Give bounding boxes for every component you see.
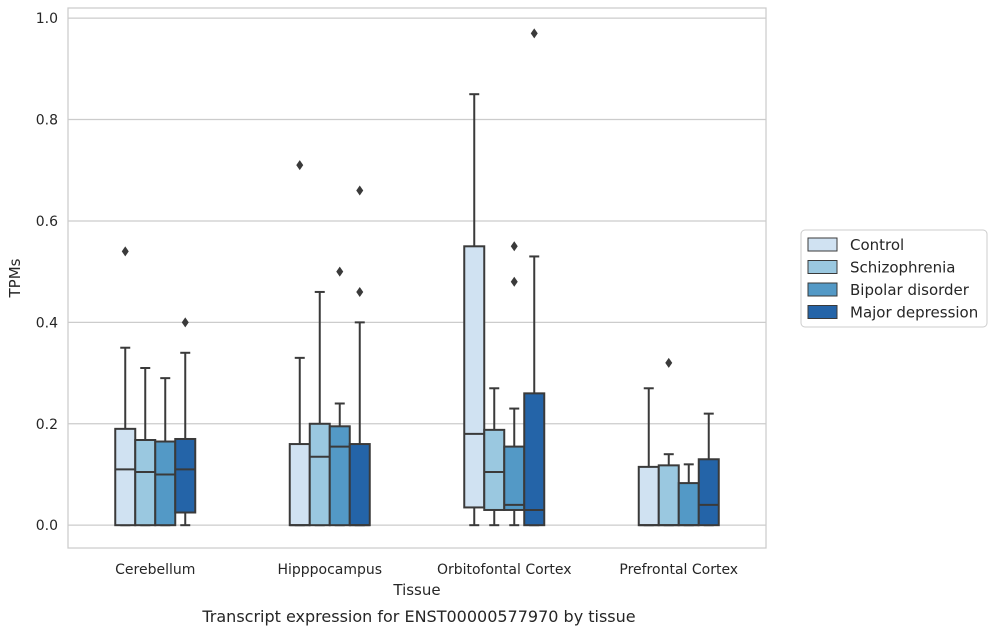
box-body [697, 458, 720, 527]
box-body [308, 422, 331, 527]
box [328, 266, 351, 527]
box-body [483, 428, 506, 511]
legend-label: Schizophrenia [850, 259, 955, 277]
y-tick-label: 0.8 [36, 113, 58, 129]
plot-area [114, 28, 720, 527]
box-body [328, 425, 351, 527]
x-tick-label: Prefrontal Cortex [619, 562, 738, 578]
box [503, 241, 526, 527]
legend-swatch [807, 282, 838, 297]
outlier-point [530, 28, 538, 39]
outlier-point [356, 286, 364, 297]
legend-label: Control [850, 236, 904, 254]
box-body [677, 482, 700, 527]
outlier-point [181, 317, 189, 328]
legend: Control Schizophrenia Bipolar disorder Majo… [800, 229, 988, 328]
legend-label: Bipolar disorder [850, 281, 970, 299]
box [174, 317, 197, 527]
box-body [637, 465, 660, 527]
legend-swatch [807, 237, 838, 252]
legend-swatch [807, 260, 838, 274]
outlier-point [665, 357, 673, 368]
box-body [154, 440, 177, 527]
box-body [288, 443, 311, 527]
y-tick-label: 1.0 [36, 11, 58, 27]
box [134, 367, 157, 527]
box [523, 28, 546, 527]
box [677, 463, 700, 527]
outlier-point [121, 246, 129, 257]
x-tick-label: Hipppocampus [277, 562, 382, 578]
box [463, 93, 486, 527]
outlier-point [356, 185, 364, 196]
y-axis-label: TPMs [6, 258, 24, 298]
x-tick-label: Orbitofontal Cortex [437, 562, 572, 578]
y-tick-label: 0.4 [36, 315, 58, 331]
chart-caption: Transcript expression for ENST0000057797… [201, 607, 635, 626]
box-body [134, 439, 157, 527]
outlier-point [296, 160, 304, 171]
x-axis-label: Tissue [392, 581, 440, 599]
box [308, 290, 331, 527]
outlier-point [336, 266, 344, 277]
legend-swatch [807, 305, 838, 319]
y-tick-label: 0.6 [36, 214, 58, 230]
plot-frame [67, 7, 767, 549]
legend-label: Major depression [850, 304, 978, 322]
box [697, 412, 720, 527]
x-tick-labels: Cerebellum Hipppocampus Orbitofontal Corte… [115, 562, 738, 578]
box [114, 246, 137, 527]
box-body [463, 245, 486, 509]
y-tick-label: 0.2 [36, 417, 58, 433]
box [288, 160, 311, 527]
box [154, 377, 177, 527]
box [348, 185, 371, 527]
box [657, 357, 680, 527]
x-tick-label: Cerebellum [115, 562, 195, 578]
box-body [174, 437, 197, 514]
box [483, 387, 506, 527]
box-body [657, 464, 680, 527]
legend-frame [800, 229, 988, 328]
outlier-point [510, 276, 518, 287]
outlier-point [510, 241, 518, 252]
y-tick-label: 0.0 [36, 518, 58, 534]
box-body [114, 427, 137, 527]
box-body [523, 392, 546, 527]
box-body [348, 443, 371, 527]
box-body [503, 445, 526, 511]
y-tick-labels: 0.0 0.2 0.4 0.6 0.8 1.0 [36, 11, 58, 534]
box [637, 387, 660, 527]
